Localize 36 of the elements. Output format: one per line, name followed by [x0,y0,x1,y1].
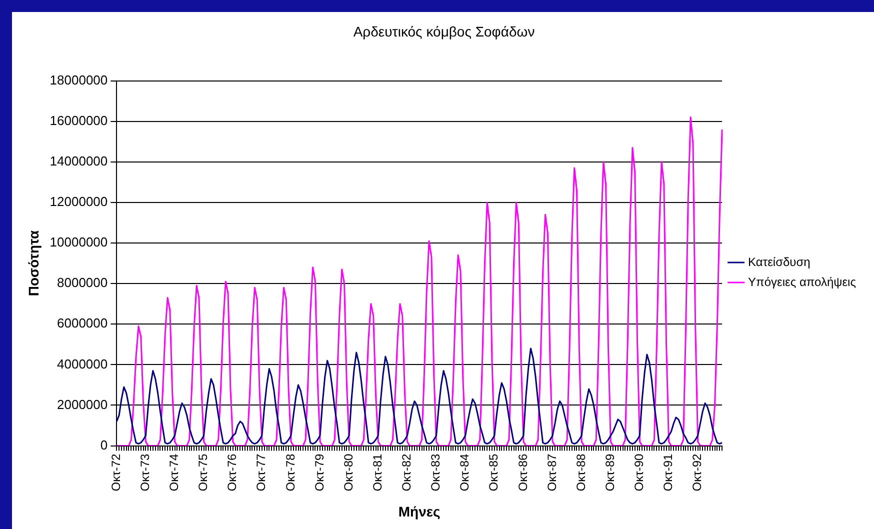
y-tick-label: 12000000 [50,194,108,210]
x-tick-label: Οκτ-89 [602,453,617,492]
y-tick-label: 2000000 [57,396,108,412]
x-tick-label: Οκτ-92 [690,453,704,492]
y-tick-label: 6000000 [57,316,108,331]
x-tick-label: Οκτ-83 [428,453,443,492]
x-tick-label: Οκτ-79 [312,453,326,492]
x-tick-label: Οκτ-78 [283,453,298,492]
chart-title: Αρδευτικός κόμβος Σοφάδων [353,23,535,40]
x-tick-label: Οκτ-87 [544,453,559,492]
x-tick-label: Οκτ-88 [574,453,588,492]
x-tick-label: Οκτ-91 [661,453,676,492]
x-tick-label: Οκτ-74 [167,453,182,492]
x-tick-label: Οκτ-77 [254,453,268,492]
x-tick-label: Οκτ-90 [632,453,646,492]
y-tick-label: 16000000 [50,112,108,128]
y-tick-label: 10000000 [50,234,108,250]
y-tick-label: 18000000 [50,72,108,88]
y-axis-title: Ποσότητα [25,230,42,296]
x-tick-label: Οκτ-81 [370,453,384,492]
legend-label: Κατείσδυση [748,254,810,269]
y-tick-label: 8000000 [57,275,108,290]
x-axis-title: Μήνες [398,503,440,520]
x-tick-label: Οκτ-80 [341,453,356,492]
x-tick-label: Οκτ-85 [486,453,501,492]
x-tick-label: Οκτ-82 [400,453,414,492]
x-tick-label: Οκτ-76 [225,453,240,492]
y-tick-label: 0 [100,437,108,452]
legend-label: Υπόγειες απολήψεις [748,274,856,289]
y-tick-label: 14000000 [50,153,108,168]
y-tick-label: 4000000 [57,356,108,372]
x-tick-label: Οκτ-86 [516,453,530,492]
x-tick-label: Οκτ-73 [138,453,152,492]
x-tick-label: Οκτ-72 [108,453,123,492]
x-tick-label: Οκτ-75 [196,453,210,492]
x-tick-label: Οκτ-84 [458,453,472,492]
